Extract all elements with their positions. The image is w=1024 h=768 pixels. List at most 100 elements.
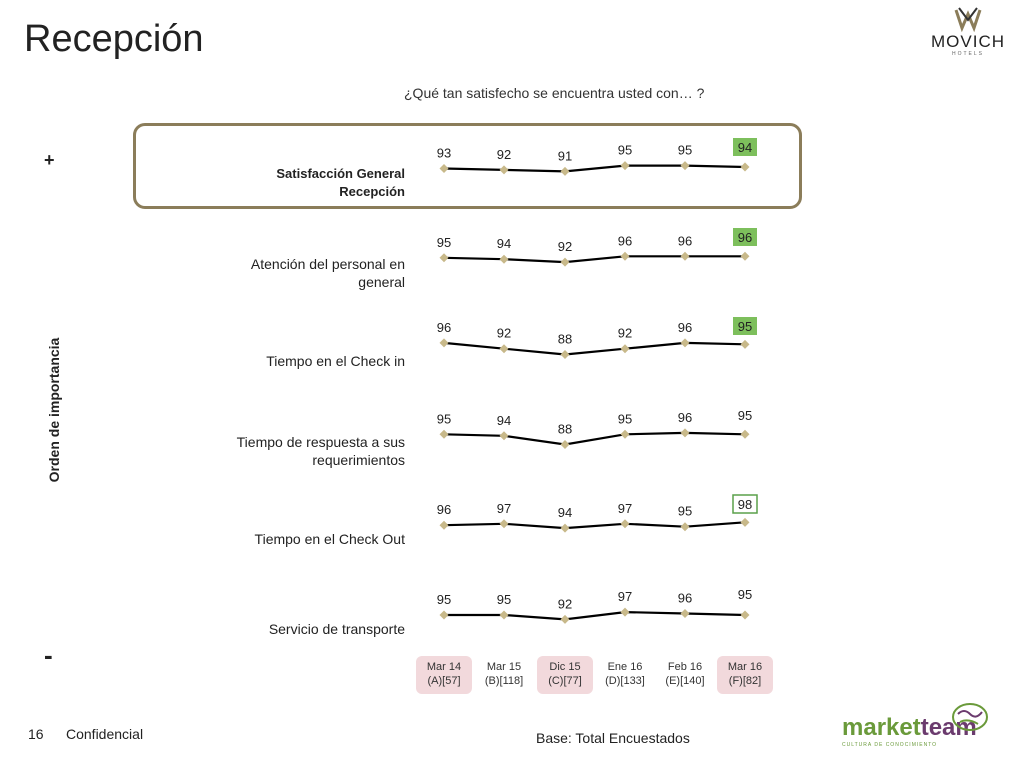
marketteam-word: marketteam	[842, 714, 977, 742]
highlight-fill-1	[733, 228, 757, 246]
row-label-line: Satisfacción General	[276, 166, 405, 181]
series-line-4	[443, 521, 746, 530]
row-label-line: general	[358, 274, 405, 290]
movich-logo: MOVICH HOTELS	[918, 6, 1018, 57]
row-label-line: Servicio de transporte	[268, 621, 405, 637]
data-label-5-3: 97	[618, 589, 632, 604]
row-label-4: Tiempo en el Check Out	[205, 530, 405, 548]
marketteam-tagline: CULTURA DE CONOCIMIENTO	[842, 742, 938, 748]
data-label-0-0: 93	[437, 145, 451, 160]
data-point-0-0	[439, 163, 449, 173]
data-label-5-0: 95	[437, 592, 451, 607]
row-label-2: Tiempo en el Check in	[205, 352, 405, 370]
row-label-line: Tiempo de respuesta a sus	[236, 434, 405, 450]
data-point-1-0	[439, 253, 449, 263]
page-title: Recepción	[24, 18, 204, 60]
highlight-fill-2	[733, 317, 757, 335]
movich-brand: MOVICH	[931, 32, 1005, 51]
row-label-line: Atención del personal en	[250, 256, 405, 272]
period-name: Mar 15	[486, 661, 522, 673]
row-label-0: Satisfacción General Recepción	[205, 165, 405, 201]
data-label-1-3: 96	[618, 233, 632, 248]
data-label-1-5: 96	[738, 230, 752, 245]
data-point-3-0	[439, 429, 449, 439]
data-point-3-2	[560, 439, 570, 449]
data-label-0-1: 92	[497, 147, 511, 162]
data-point-5-4	[680, 609, 690, 619]
period-label: Dic 15 (C)[77]	[537, 656, 593, 694]
data-label-5-2: 92	[558, 596, 572, 611]
marketteam-logo: marketteam CULTURA DE CONOCIMIENTO	[842, 700, 992, 750]
data-point-4-0	[439, 520, 449, 530]
period-label: Mar 14 (A)[57]	[416, 656, 472, 694]
series-line-3	[443, 431, 746, 446]
row-label-1: Atención del personal en general	[205, 255, 405, 291]
period-name: Mar 16	[727, 661, 763, 673]
data-point-3-4	[680, 428, 690, 438]
data-point-0-1	[499, 165, 509, 175]
series-line-1	[443, 255, 745, 264]
row-label-line: requerimientos	[312, 452, 405, 468]
movich-m-icon	[954, 7, 982, 33]
data-label-3-1: 94	[497, 413, 511, 428]
data-label-4-0: 96	[437, 502, 451, 517]
data-point-0-5	[740, 162, 750, 172]
marketteam-word-part2: team	[920, 714, 977, 741]
page-number: 16	[28, 726, 44, 742]
data-label-0-5: 94	[738, 140, 752, 155]
period-name: Dic 15	[549, 661, 581, 673]
period-label: Mar 15 (B)[118]	[476, 656, 532, 694]
marketteam-word-part1: market	[842, 714, 921, 741]
minus-marker: -	[44, 640, 53, 670]
data-point-5-1	[499, 610, 509, 620]
brain-icon	[952, 703, 988, 731]
data-label-1-0: 95	[437, 235, 451, 250]
row-label-line: Recepción	[339, 184, 405, 199]
data-label-3-0: 95	[437, 411, 451, 426]
row-label-line: Tiempo en el Check in	[266, 353, 405, 369]
data-label-2-5: 95	[738, 319, 752, 334]
data-point-2-4	[680, 338, 690, 348]
base-note: Base: Total Encuestados	[536, 730, 690, 746]
data-label-3-5: 95	[738, 408, 752, 423]
data-label-2-0: 96	[437, 320, 451, 335]
data-point-1-3	[620, 251, 630, 261]
data-label-3-3: 95	[618, 411, 632, 426]
data-label-1-1: 94	[497, 236, 511, 251]
data-point-2-3	[620, 344, 630, 354]
data-point-4-3	[620, 519, 630, 529]
period-sub: (C)[77]	[548, 675, 582, 687]
movich-sub: HOTELS	[951, 51, 984, 57]
data-label-2-4: 96	[678, 320, 692, 335]
data-label-1-2: 92	[558, 239, 572, 254]
data-label-5-5: 95	[738, 587, 752, 602]
period-label: Ene 16 (D)[133]	[597, 656, 653, 694]
data-point-4-4	[680, 522, 690, 532]
row-label-3: Tiempo de respuesta a sus requerimientos	[205, 433, 405, 469]
data-label-4-4: 95	[678, 504, 692, 519]
data-point-2-0	[439, 338, 449, 348]
period-label: Feb 16 (E)[140]	[657, 656, 713, 694]
series-line-5	[444, 610, 746, 621]
data-label-0-3: 95	[618, 143, 632, 158]
data-label-4-3: 97	[618, 501, 632, 516]
data-label-3-4: 96	[678, 410, 692, 425]
data-label-2-1: 92	[497, 326, 511, 341]
period-sub: (B)[118]	[484, 675, 524, 687]
data-point-3-1	[499, 431, 509, 441]
data-point-0-2	[560, 166, 570, 176]
data-point-1-4	[680, 251, 690, 261]
data-label-5-4: 96	[678, 591, 692, 606]
data-label-0-2: 91	[558, 148, 572, 163]
data-point-0-4	[680, 161, 690, 171]
plus-marker: +	[44, 150, 55, 170]
data-point-5-2	[560, 614, 570, 624]
data-point-5-5	[740, 610, 750, 620]
data-point-4-2	[560, 523, 570, 533]
period-sub: (A)[57]	[427, 675, 461, 687]
data-point-0-3	[620, 161, 630, 171]
data-point-1-1	[499, 254, 509, 264]
data-point-5-3	[620, 607, 630, 617]
data-label-2-2: 88	[558, 331, 572, 346]
